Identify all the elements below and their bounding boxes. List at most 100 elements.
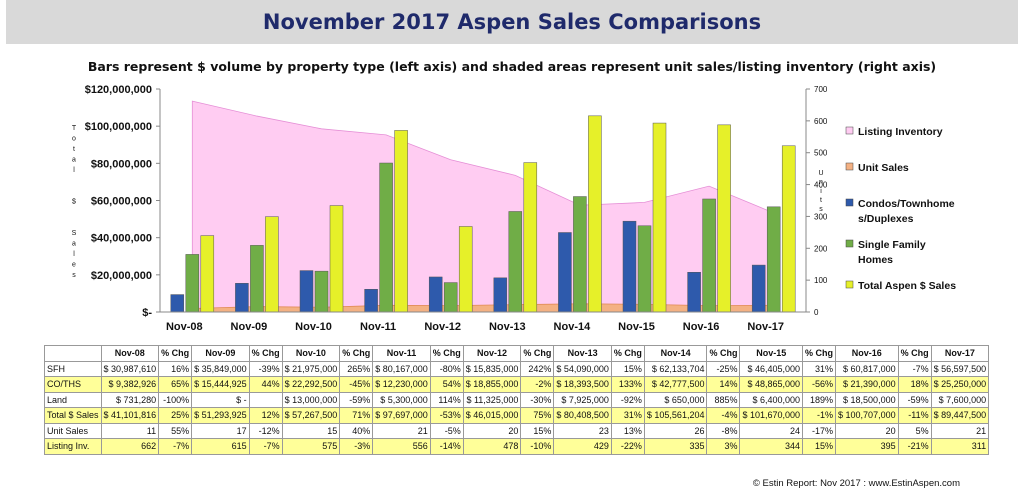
- table-cell: 15%: [610, 360, 645, 377]
- bar-condos-townhomes-duplexes-nov-08: [170, 294, 185, 313]
- table-cell: 65%: [158, 376, 193, 393]
- table-header-cell: Nov-16: [835, 345, 899, 362]
- table-cell: 335: [643, 438, 708, 455]
- table-cell: -7%: [248, 438, 283, 455]
- table-cell: 14%: [706, 376, 741, 393]
- left-tick-label: $40,000,000: [91, 233, 152, 245]
- table-cell: $ 25,250,000: [930, 376, 990, 393]
- table-cell: $ 15,835,000: [462, 360, 522, 377]
- bar-condos-townhomes-duplexes-nov-13: [493, 277, 508, 313]
- table-cell: $ 21,975,000: [281, 360, 341, 377]
- left-tick-label: $-: [142, 307, 152, 319]
- table-header-cell: % Chg: [158, 345, 193, 362]
- table-cell: $ 80,408,500: [553, 407, 612, 424]
- bar-single-family-homes-nov-10: [314, 270, 329, 313]
- table-cell: -7%: [158, 438, 193, 455]
- table-header-cell: Nov-15: [739, 345, 804, 362]
- title-bar: November 2017 Aspen Sales Comparisons: [6, 0, 1018, 44]
- bar-condos-townhomes-duplexes-nov-17: [751, 264, 766, 313]
- legend-label: Single Family Homes: [858, 239, 926, 266]
- table-cell: 31%: [610, 407, 645, 424]
- left-tick-label: $120,000,000: [85, 84, 152, 96]
- table-cell: -22%: [610, 438, 645, 455]
- table-row: Unit Sales 11 55% 17 -12% 15 40% 21 -5% 20 15% 23 13…: [44, 422, 990, 439]
- table-cell: -39%: [248, 360, 283, 377]
- table-header-cell: % Chg: [429, 345, 464, 362]
- category-label: Nov-12: [424, 321, 461, 333]
- table-header-cell: % Chg: [897, 345, 932, 362]
- table-cell: -3%: [339, 438, 374, 455]
- bar-single-family-homes-nov-11: [379, 162, 393, 313]
- table-cell: -17%: [802, 422, 837, 439]
- table-row: Total $ Sales $ 41,101,816 25% $ 51,293,925…: [44, 407, 990, 424]
- table-cell: -11%: [897, 407, 932, 424]
- table-cell: 15%: [520, 422, 555, 439]
- table-cell: $ 5,300,000: [372, 391, 431, 408]
- right-tick-label: 200: [814, 244, 828, 253]
- table-cell: -12%: [248, 422, 283, 439]
- legend-label: Unit Sales: [858, 162, 909, 174]
- table-cell: 71%: [339, 407, 374, 424]
- table-cell: $ 13,000,000: [281, 391, 341, 408]
- legend-label: Total Aspen $ Sales: [858, 280, 956, 292]
- table-cell: $ 100,707,000: [835, 407, 899, 424]
- table-cell: 429: [553, 438, 612, 455]
- right-tick-label: 700: [814, 85, 828, 94]
- table-row-label: CO/THS: [44, 376, 102, 393]
- table-cell: 26: [643, 422, 708, 439]
- table-row: SFH $ 30,987,610 16% $ 35,849,000 -39% $ 21,9…: [44, 360, 990, 377]
- bar-total-aspen-sales-nov-16: [717, 124, 731, 313]
- table-header-row: Nov-08% Chg Nov-09% Chg Nov-10% Chg Nov-11%…: [44, 345, 990, 362]
- chart-subtitle: Bars represent $ volume by property type…: [87, 59, 937, 74]
- table-cell: 12%: [248, 407, 283, 424]
- table-cell: 114%: [429, 391, 464, 408]
- left-tick-label: $80,000,000: [91, 158, 152, 170]
- category-label: Nov-11: [360, 321, 396, 333]
- table-cell: $ 54,090,000: [553, 360, 612, 377]
- right-tick-label: 500: [814, 149, 828, 158]
- table-cell: 344: [739, 438, 804, 455]
- bar-condos-townhomes-duplexes-nov-10: [299, 270, 314, 313]
- table-header-cell: Nov-14: [643, 345, 708, 362]
- table-cell: [248, 391, 283, 408]
- table-cell: $ 15,444,925: [191, 376, 250, 393]
- table-cell: 54%: [429, 376, 464, 393]
- table-cell: 20: [835, 422, 899, 439]
- bar-single-family-homes-nov-13: [508, 211, 523, 313]
- legend-swatch: [845, 280, 854, 289]
- table-cell: 575: [281, 438, 341, 455]
- table-cell: $ 731,280: [100, 391, 160, 408]
- table-header-cell: Nov-13: [553, 345, 612, 362]
- table-cell: -10%: [520, 438, 555, 455]
- table-cell: 13%: [610, 422, 645, 439]
- table-cell: $ 12,230,000: [372, 376, 431, 393]
- right-tick-label: 600: [814, 117, 828, 126]
- table-row: Listing Inv. 662 -7% 615 -7% 575 -3% 556 -14% 478…: [44, 438, 990, 455]
- table-cell: 3%: [706, 438, 741, 455]
- table-cell: -92%: [610, 391, 645, 408]
- bar-single-family-homes-nov-15: [637, 225, 652, 313]
- category-label: Nov-15: [618, 321, 655, 333]
- table-cell: 75%: [520, 407, 555, 424]
- legend-label: Condos/Townhome s/Duplexes: [858, 198, 955, 225]
- category-label: Nov-09: [231, 321, 268, 333]
- bar-single-family-homes-nov-08: [185, 254, 200, 313]
- table-cell: $ 9,382,926: [100, 376, 160, 393]
- table-row: Land $ 731,280 -100% $ - $ 13,000,000 -59% $ 5…: [44, 391, 990, 408]
- right-tick-label: 100: [814, 276, 828, 285]
- area-listing-inventory: [191, 100, 775, 313]
- table-cell: $ 60,817,000: [835, 360, 899, 377]
- table-cell: $ 18,855,000: [462, 376, 522, 393]
- category-label: Nov-17: [747, 321, 784, 333]
- table-cell: 18%: [897, 376, 932, 393]
- table-cell: 662: [100, 438, 160, 455]
- bar-condos-townhomes-duplexes-nov-16: [687, 272, 701, 313]
- table-cell: 15: [281, 422, 341, 439]
- table-cell: $ 6,400,000: [739, 391, 804, 408]
- bar-total-aspen-sales-nov-17: [781, 145, 796, 313]
- data-table: Nov-08% Chg Nov-09% Chg Nov-10% Chg Nov-11%…: [44, 345, 990, 455]
- table-cell: 133%: [610, 376, 645, 393]
- table-cell: 55%: [158, 422, 193, 439]
- bar-total-aspen-sales-nov-14: [588, 115, 602, 313]
